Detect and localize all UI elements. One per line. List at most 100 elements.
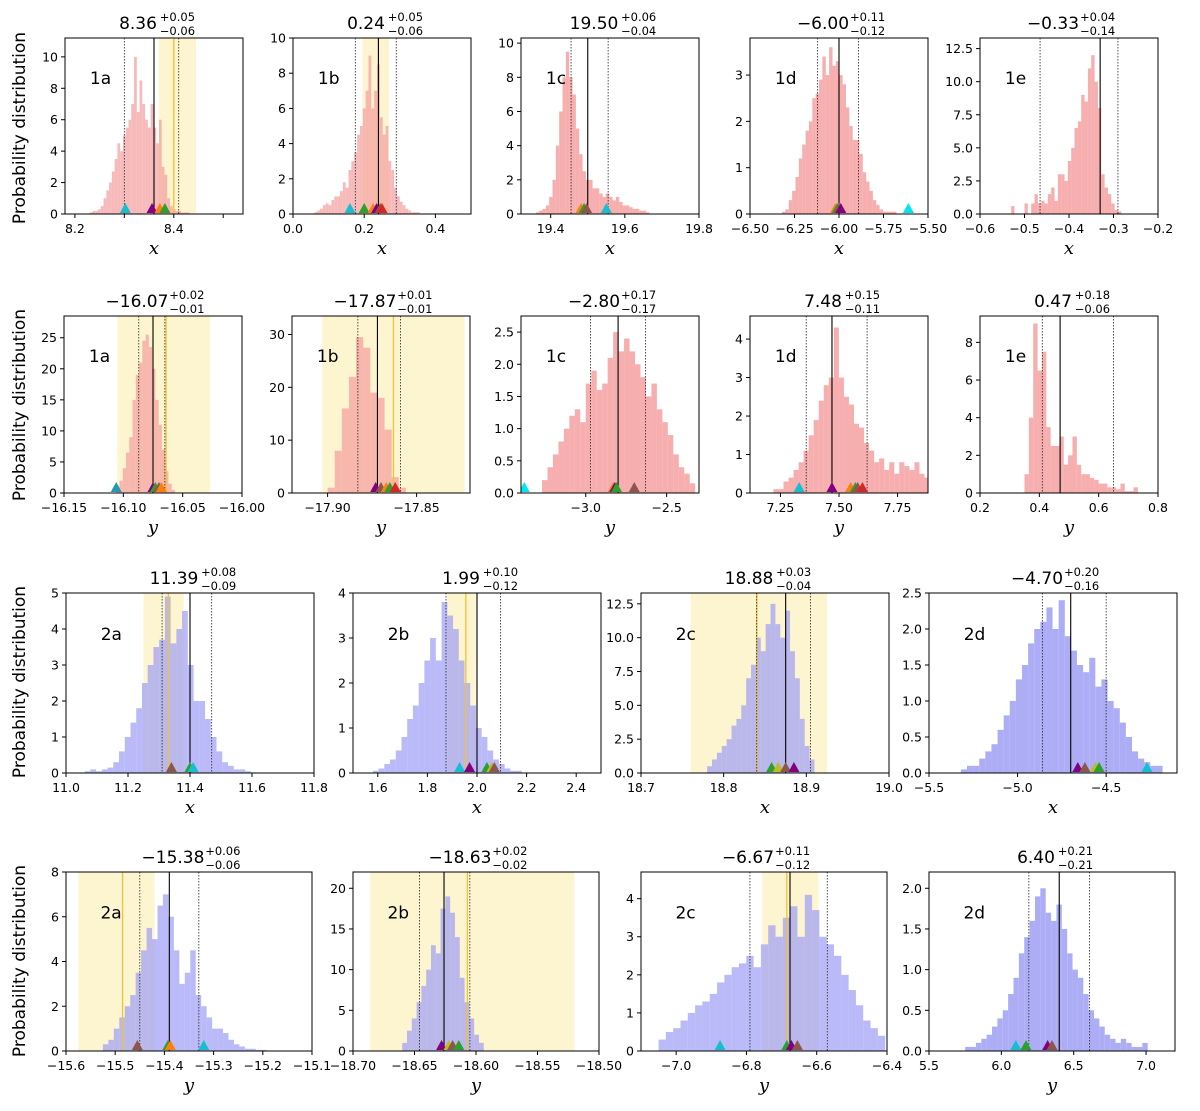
hist-bar — [328, 205, 332, 214]
hist-bar — [1102, 483, 1108, 493]
x-axis-label: y — [758, 1075, 770, 1096]
panel-title: −18.63 — [429, 848, 492, 868]
y-tick-label: 8 — [50, 81, 58, 96]
hist-bar — [391, 170, 395, 214]
title-plus-error: +0.20 — [1064, 565, 1099, 579]
title-minus-error: −0.06 — [388, 24, 423, 38]
hist-bar — [992, 1026, 998, 1051]
hist-bar — [721, 745, 727, 773]
hist-bar — [1055, 445, 1060, 493]
x-tick-label: −18.70 — [330, 1058, 376, 1073]
hist-bar — [155, 399, 159, 493]
x-tick-label: 11.0 — [52, 780, 80, 795]
hist-bar — [126, 452, 130, 493]
hist-bar — [320, 208, 323, 214]
hist-bar — [1034, 896, 1041, 1051]
hist-bar — [997, 1018, 1003, 1051]
hist-bar — [1107, 487, 1112, 493]
y-tick-label: 8 — [51, 865, 59, 880]
estimate-marker — [146, 203, 158, 213]
hist-bar — [1111, 203, 1115, 214]
x-tick-label: −6.4 — [872, 1058, 902, 1073]
hist-bar — [228, 1039, 234, 1051]
hist-bar — [839, 75, 843, 214]
hist-bar — [855, 1005, 864, 1051]
hist-bar — [139, 362, 143, 493]
hist-bar — [625, 205, 630, 214]
hist-bar — [986, 1034, 993, 1051]
title-plus-error: +0.15 — [845, 288, 880, 302]
hist-bar — [808, 435, 814, 493]
x-tick-label: −15.4 — [145, 1058, 183, 1073]
hist-bar — [341, 408, 349, 493]
hist-bar — [815, 93, 820, 214]
x-tick-label: −5.0 — [1002, 780, 1032, 795]
hist-bar — [156, 143, 159, 214]
hist-bar — [680, 1020, 688, 1051]
hist-bar — [1061, 174, 1065, 214]
hist-bar — [113, 1028, 120, 1051]
hist-bar — [599, 193, 603, 214]
hist-bar — [760, 651, 766, 773]
hist-bar — [98, 209, 101, 214]
hist-bar — [141, 950, 147, 1051]
x-tick-label: −5.5 — [914, 780, 944, 795]
y-tick-label: 4 — [735, 332, 743, 347]
y-tick-label: 10.0 — [606, 630, 634, 645]
hist-bar — [798, 158, 803, 214]
hist-bar — [370, 392, 378, 493]
hist-bar — [645, 212, 650, 214]
x-tick-label: 19.0 — [875, 780, 903, 795]
estimate-marker — [521, 482, 530, 492]
hist-bar — [1037, 370, 1042, 493]
hist-bar — [783, 481, 789, 493]
plot-area — [89, 38, 197, 214]
hist-bar — [575, 128, 580, 214]
y-tick-label: 4 — [626, 891, 634, 906]
panel-1a-y: −16.15 −16.10 −16.05 −16.00 0 5 10 15 20 25 y −16.0… — [41, 288, 265, 538]
y-tick-label: 2.0 — [902, 881, 922, 896]
hist-bar — [833, 327, 839, 493]
hist-bar — [775, 936, 783, 1051]
panel-tag: 2b — [387, 904, 409, 924]
y-tick-label: 6 — [278, 101, 286, 116]
hist-bar — [809, 759, 815, 773]
x-tick-label: −0.2 — [1143, 221, 1173, 236]
hist-bar — [164, 174, 168, 214]
panel-title: −6.00 — [797, 14, 849, 34]
hist-bar — [122, 468, 127, 493]
hist-bar — [1125, 737, 1133, 773]
hist-bar — [435, 660, 442, 773]
hist-bar — [1113, 708, 1120, 773]
title-minus-error: −0.14 — [1080, 24, 1115, 38]
y-tick-label: 15 — [41, 392, 57, 407]
hist-bar — [1037, 203, 1042, 214]
hist-bar — [175, 210, 179, 214]
panel-title: 11.39 — [150, 569, 199, 589]
hist-bar — [856, 139, 860, 214]
hist-bar — [736, 718, 742, 773]
hist-bar — [731, 725, 737, 773]
hist-bar — [826, 944, 835, 1051]
panel-1e-y: 0.2 0.4 0.6 0.8 0 2 4 6 8 y 0.47 +0.18−0.06 1e — [965, 288, 1168, 538]
x-axis-label: x — [834, 238, 844, 259]
plot-area — [322, 316, 465, 493]
y-tick-label: 0.0 — [902, 766, 922, 781]
hist-bar — [359, 126, 363, 214]
y-tick-label: 2 — [965, 448, 973, 463]
x-tick-label: −16.00 — [219, 500, 265, 515]
hist-bar — [1024, 474, 1029, 493]
x-axis-label: x — [760, 797, 770, 818]
hist-bar — [848, 404, 854, 493]
axes-frame — [520, 37, 700, 215]
panel-1c-y: −3.0 −2.5 0.0 0.5 1.0 1.5 2.0 2.5 y −2.80 +0.17−0.… — [494, 288, 700, 538]
hist-bar — [1087, 68, 1092, 214]
x-tick-label: 19.8 — [685, 221, 713, 236]
panel-title: −0.33 — [1027, 14, 1079, 34]
hist-bar — [374, 90, 378, 214]
y-tick-label: 10 — [269, 433, 285, 448]
x-axis-label: y — [1063, 517, 1075, 538]
hist-bar — [109, 182, 112, 214]
panel-tag: 2c — [675, 904, 695, 924]
panel-tag: 1a — [89, 347, 110, 367]
